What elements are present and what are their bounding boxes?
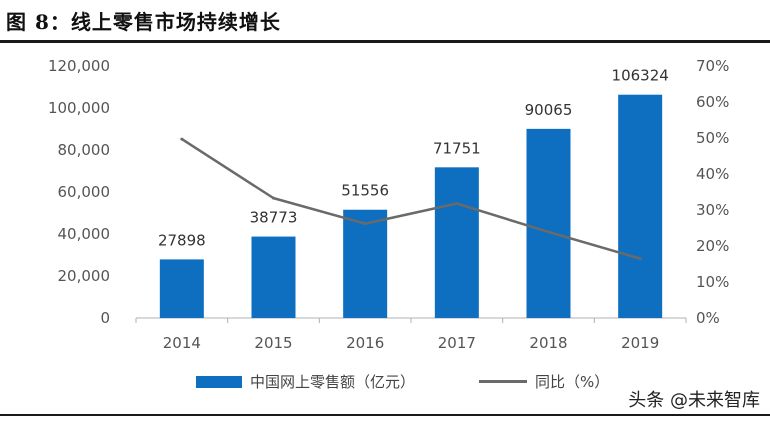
y-right-tick-label: 40% xyxy=(696,165,729,183)
legend-bar-swatch xyxy=(196,375,242,388)
y-left-tick-label: 40,000 xyxy=(58,225,111,243)
bar-data-label: 51556 xyxy=(341,182,389,200)
figure-title: 图 8：线上零售市场持续增长 xyxy=(6,10,281,34)
x-tick-label: 2016 xyxy=(346,334,384,352)
bar-data-label: 90065 xyxy=(525,101,573,119)
bar xyxy=(343,209,388,318)
x-tick-label: 2014 xyxy=(163,334,201,352)
y-left-tick-label: 0 xyxy=(100,309,110,327)
legend: 中国网上零售额（亿元） 同比（%） xyxy=(196,371,609,392)
growth-line xyxy=(181,138,641,260)
x-tick-label: 2015 xyxy=(254,334,292,352)
bar xyxy=(159,259,204,318)
legend-line-swatch xyxy=(479,380,528,383)
y-right-tick-label: 0% xyxy=(696,309,720,327)
bar xyxy=(434,167,479,318)
bar-data-label: 106324 xyxy=(612,67,669,85)
title-rule xyxy=(0,40,770,43)
y-right-tick-label: 10% xyxy=(696,273,729,291)
legend-line-label: 同比（%） xyxy=(535,373,610,391)
growth-point xyxy=(455,202,459,206)
y-right-tick-label: 50% xyxy=(696,129,729,147)
y-right-tick-label: 70% xyxy=(696,57,729,75)
legend-bar-label: 中国网上零售额（亿元） xyxy=(250,373,416,391)
bar-data-label: 71751 xyxy=(433,139,481,157)
growth-point xyxy=(547,230,550,234)
y-right-tick-label: 30% xyxy=(696,201,729,219)
y-left-tick-label: 20,000 xyxy=(58,267,111,285)
growth-point xyxy=(180,137,184,141)
bar xyxy=(526,128,571,318)
y-left-tick-label: 120,000 xyxy=(48,57,110,75)
growth-point xyxy=(638,257,642,261)
growth-point xyxy=(363,222,367,226)
y-left-tick-label: 60,000 xyxy=(58,183,111,201)
watermark: 头条 @未来智库 xyxy=(628,390,760,411)
bar xyxy=(618,94,663,318)
x-tick-label: 2019 xyxy=(621,334,659,352)
y-right-tick-label: 20% xyxy=(696,237,729,255)
bar-data-label: 38773 xyxy=(250,209,298,227)
x-tick-label: 2017 xyxy=(438,334,476,352)
bar xyxy=(251,236,296,318)
y-left-tick-label: 100,000 xyxy=(48,99,110,117)
y-right-tick-label: 60% xyxy=(696,93,729,111)
growth-point xyxy=(272,196,275,200)
x-tick-label: 2018 xyxy=(529,334,567,352)
bottom-rule xyxy=(0,414,770,416)
bar-data-label: 27898 xyxy=(158,231,206,249)
y-left-tick-label: 80,000 xyxy=(58,141,111,159)
